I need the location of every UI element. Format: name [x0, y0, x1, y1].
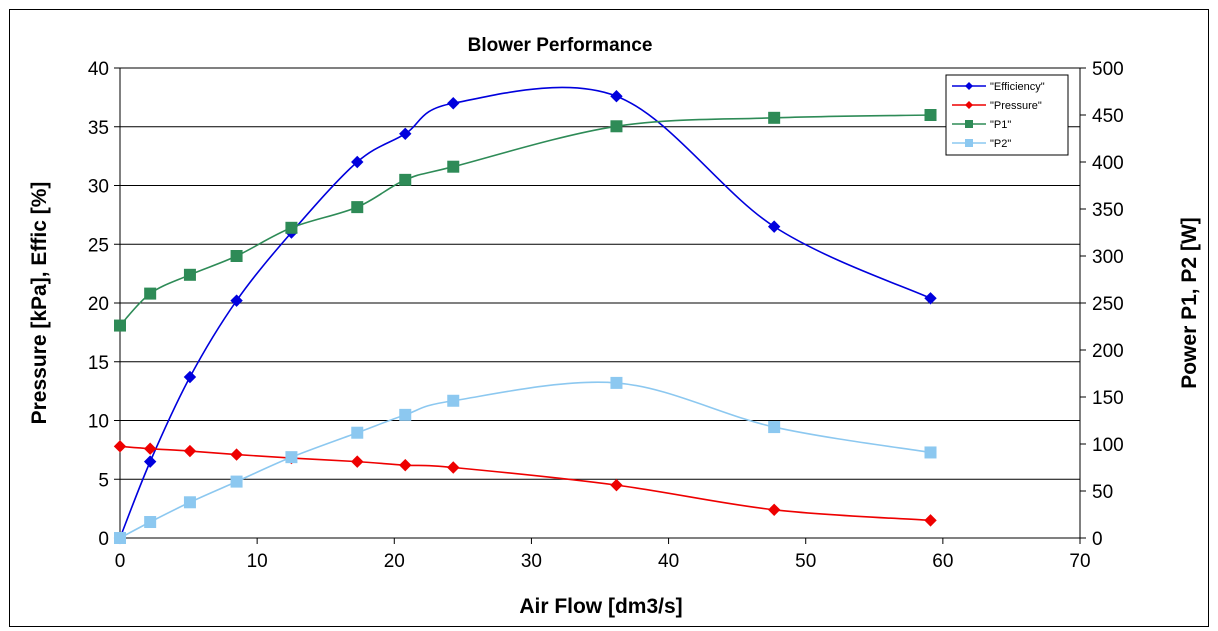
data-point-efficiency — [143, 455, 157, 468]
x-tick-label: 50 — [795, 551, 816, 572]
y2-tick-label: 150 — [1092, 388, 1124, 409]
y-tick-label: 5 — [98, 470, 109, 491]
data-point-p1 — [183, 268, 196, 281]
series-p2 — [114, 376, 937, 544]
y2-tick-label: 0 — [1092, 529, 1103, 550]
data-point-p2 — [447, 394, 460, 407]
data-point-p1 — [610, 120, 623, 133]
x-tick-label: 30 — [521, 551, 542, 572]
data-point-p2 — [399, 408, 412, 421]
y2-tick-label: 250 — [1092, 294, 1124, 315]
y-tick-label: 0 — [98, 529, 109, 550]
y-tick-label: 40 — [88, 59, 109, 80]
data-point-p1 — [768, 111, 781, 124]
x-tick-label: 70 — [1069, 551, 1090, 572]
legend-label-efficiency: "Efficiency" — [990, 81, 1045, 93]
x-axis-label: Air Flow [dm3/s] — [519, 595, 682, 618]
data-point-p1 — [285, 221, 298, 234]
data-point-p2 — [183, 496, 196, 509]
data-point-efficiency — [924, 292, 937, 305]
data-point-pressure — [230, 448, 243, 461]
data-point-p1 — [447, 160, 460, 173]
axes — [114, 67, 1086, 544]
data-point-p1 — [399, 173, 412, 186]
y2-tick-label: 400 — [1092, 153, 1124, 174]
data-point-efficiency — [610, 89, 623, 103]
x-tick-label: 0 — [115, 551, 126, 572]
y-tick-label: 25 — [88, 235, 109, 256]
data-point-pressure — [143, 442, 157, 455]
y-tick-label: 15 — [88, 353, 109, 374]
y2-tick-label: 50 — [1092, 482, 1113, 503]
data-point-efficiency — [183, 370, 197, 384]
legend-marker-efficiency — [965, 82, 973, 90]
data-point-p2 — [230, 475, 243, 488]
series-line-efficiency — [119, 86, 931, 539]
chart-title: Blower Performance — [468, 35, 653, 56]
y2-axis-label: Power P1, P2 [W] — [1178, 217, 1201, 389]
data-point-p2 — [768, 421, 781, 434]
data-point-efficiency — [767, 220, 781, 233]
data-point-pressure — [447, 461, 460, 474]
legend-marker-pressure — [965, 101, 973, 109]
x-tick-label: 60 — [932, 551, 953, 572]
data-point-p1 — [924, 109, 937, 121]
data-point-pressure — [399, 458, 412, 472]
y-tick-label: 20 — [88, 294, 109, 315]
data-point-p2 — [351, 426, 364, 439]
data-point-p2 — [285, 451, 298, 464]
legend-marker-p1 — [965, 120, 973, 128]
y2-tick-label: 450 — [1092, 106, 1124, 127]
x-tick-label: 20 — [384, 551, 405, 572]
data-point-p1 — [230, 250, 243, 262]
y-tick-label: 10 — [88, 412, 109, 433]
legend-label-p2: "P2" — [990, 138, 1011, 150]
data-point-p1 — [144, 287, 157, 300]
data-point-pressure — [610, 478, 623, 492]
legend-label-p1: "P1" — [990, 119, 1011, 131]
y-tick-label: 30 — [88, 177, 109, 198]
data-point-p1 — [351, 201, 364, 214]
series-layer — [113, 86, 937, 545]
y2-tick-label: 350 — [1092, 200, 1124, 221]
series-p1 — [114, 109, 937, 332]
tick-labels: 0 10 20 30 40 50 60 700510152025303540050100150… — [88, 59, 1124, 572]
gridlines — [120, 67, 1080, 480]
data-point-pressure — [113, 440, 127, 453]
data-point-p2 — [114, 532, 126, 544]
y2-tick-label: 100 — [1092, 435, 1124, 456]
data-point-p2 — [924, 446, 937, 459]
legend: "Efficiency" "Pressure" "P1" "P2" — [945, 74, 1069, 156]
data-point-efficiency — [230, 294, 243, 307]
data-point-pressure — [183, 444, 197, 458]
series-line-p2 — [119, 381, 931, 539]
series-pressure — [113, 440, 937, 527]
y-tick-label: 35 — [88, 118, 109, 139]
x-tick-label: 10 — [247, 551, 268, 572]
data-point-efficiency — [447, 97, 460, 110]
legend-label-pressure: "Pressure" — [990, 100, 1042, 112]
y-axis-label: Pressure [kPa], Effic [%] — [28, 182, 51, 425]
data-point-efficiency — [351, 155, 364, 169]
data-point-p2 — [610, 376, 623, 389]
data-point-pressure — [351, 455, 364, 468]
y2-tick-label: 200 — [1092, 341, 1124, 362]
data-point-p2 — [144, 516, 157, 529]
y2-tick-label: 300 — [1092, 247, 1124, 268]
legend-marker-p2 — [965, 139, 973, 147]
x-tick-label: 40 — [658, 551, 679, 572]
data-point-pressure — [924, 514, 937, 527]
data-point-p1 — [114, 319, 126, 332]
y2-tick-label: 500 — [1092, 59, 1124, 80]
data-point-efficiency — [399, 127, 412, 141]
data-point-pressure — [767, 503, 781, 517]
